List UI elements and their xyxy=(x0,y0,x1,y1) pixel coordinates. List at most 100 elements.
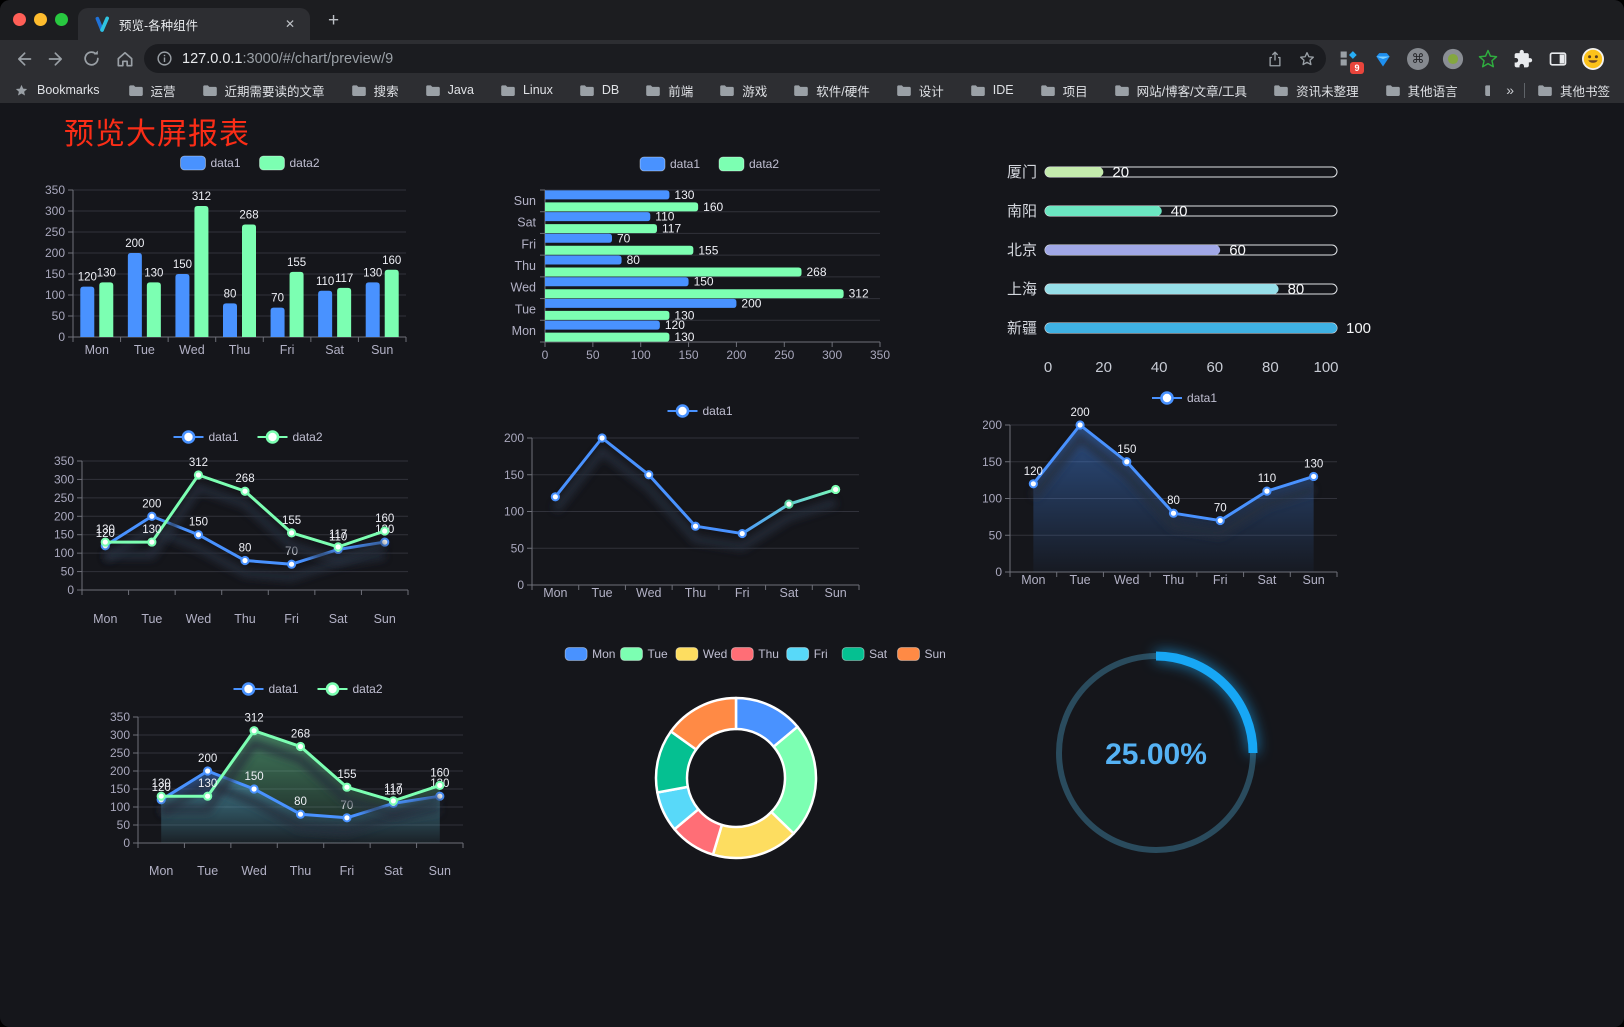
svg-text:150: 150 xyxy=(54,528,74,542)
window-zoom-button[interactable] xyxy=(55,13,68,26)
svg-text:20: 20 xyxy=(1112,164,1129,181)
svg-text:Sun: Sun xyxy=(514,194,536,208)
bookmark-label: DB xyxy=(601,83,620,97)
bookmark-folder[interactable]: 游戏 xyxy=(719,81,767,100)
svg-text:200: 200 xyxy=(741,296,761,310)
bookmark-folder[interactable]: 设计 xyxy=(896,81,944,100)
bookmarks-overflow-chevron[interactable]: » xyxy=(1506,82,1514,98)
bookmark-folder[interactable]: 运营 xyxy=(128,81,176,100)
svg-text:150: 150 xyxy=(983,455,1002,469)
svg-text:100: 100 xyxy=(631,348,651,362)
apps-grid-extension-icon[interactable]: 9 xyxy=(1336,47,1364,74)
svg-text:200: 200 xyxy=(142,498,161,510)
bookmark-folder[interactable]: Linux xyxy=(500,83,553,97)
browser-tab[interactable]: 预览-各种组件 ✕ xyxy=(78,8,310,40)
side-panel-icon[interactable] xyxy=(1546,47,1570,71)
bookmarks-root[interactable]: Bookmarks xyxy=(14,83,100,98)
bookmark-folder[interactable]: Java xyxy=(425,83,474,97)
green-star-extension-icon[interactable] xyxy=(1476,47,1500,71)
folder-icon xyxy=(1385,84,1400,96)
svg-text:40: 40 xyxy=(1171,203,1188,220)
site-info-icon[interactable] xyxy=(156,50,173,67)
browser-menu-icon[interactable]: ⋮ xyxy=(1616,47,1624,71)
svg-text:350: 350 xyxy=(870,348,890,362)
svg-text:160: 160 xyxy=(430,767,449,779)
svg-text:0: 0 xyxy=(995,565,1002,579)
svg-text:250: 250 xyxy=(110,746,130,760)
profile-avatar[interactable] xyxy=(1581,47,1605,71)
svg-text:200: 200 xyxy=(45,246,65,260)
command-extension-icon[interactable]: ⌘ xyxy=(1406,47,1430,71)
bookmark-folder[interactable]: IDE xyxy=(970,83,1014,97)
svg-text:Thu: Thu xyxy=(514,259,536,273)
svg-text:Sat: Sat xyxy=(780,586,799,600)
bookmark-folder[interactable]: 搜索 xyxy=(351,81,399,100)
svg-text:厦门: 厦门 xyxy=(1007,164,1037,181)
bookmark-folder[interactable]: PHP xyxy=(1484,83,1491,97)
address-bar[interactable]: 127.0.0.1:3000/#/chart/preview/9 xyxy=(144,44,1326,73)
svg-text:312: 312 xyxy=(849,287,869,301)
svg-text:130: 130 xyxy=(674,330,694,344)
reload-button[interactable] xyxy=(74,44,108,74)
window-minimize-button[interactable] xyxy=(34,13,47,26)
bookmark-folder[interactable]: 网站/博客/文章/工具 xyxy=(1114,81,1247,100)
url-text: 127.0.0.1:3000/#/chart/preview/9 xyxy=(182,50,394,67)
svg-text:268: 268 xyxy=(235,473,254,485)
svg-text:312: 312 xyxy=(189,457,208,469)
forward-button[interactable] xyxy=(40,44,74,74)
svg-text:Mon: Mon xyxy=(85,343,109,357)
back-button[interactable] xyxy=(6,44,40,74)
svg-text:155: 155 xyxy=(698,243,718,257)
svg-text:130: 130 xyxy=(97,267,116,279)
svg-text:100: 100 xyxy=(1346,320,1371,337)
svg-text:130: 130 xyxy=(674,308,694,322)
svg-text:120: 120 xyxy=(1024,466,1043,478)
svg-text:data1: data1 xyxy=(703,404,733,418)
folder-icon xyxy=(1040,84,1055,96)
puzzle-extensions-icon[interactable] xyxy=(1511,47,1535,71)
record-extension-icon[interactable] xyxy=(1441,47,1465,71)
svg-text:200: 200 xyxy=(54,509,74,523)
bookmark-folder[interactable]: DB xyxy=(579,83,619,97)
svg-text:Wed: Wed xyxy=(186,612,212,626)
bookmark-folder[interactable]: 软件/硬件 xyxy=(793,81,870,100)
svg-text:南阳: 南阳 xyxy=(1007,203,1037,220)
svg-text:Fri: Fri xyxy=(1213,573,1228,587)
svg-text:300: 300 xyxy=(822,348,842,362)
svg-text:data2: data2 xyxy=(290,156,320,170)
gem-extension-icon[interactable] xyxy=(1371,47,1395,71)
svg-text:50: 50 xyxy=(61,565,75,579)
svg-text:Mon: Mon xyxy=(512,324,536,338)
svg-text:50: 50 xyxy=(511,541,525,555)
window-close-button[interactable] xyxy=(13,13,26,26)
svg-text:300: 300 xyxy=(45,204,65,218)
site-favicon-icon xyxy=(94,16,111,33)
bookmark-folder[interactable]: 前端 xyxy=(645,81,693,100)
other-bookmarks-folder[interactable]: 其他书签 xyxy=(1537,81,1610,100)
new-tab-button[interactable]: + xyxy=(328,10,340,31)
svg-text:Wed: Wed xyxy=(703,647,727,661)
extension-badge: 9 xyxy=(1350,61,1364,74)
tab-close-icon[interactable]: ✕ xyxy=(284,17,295,31)
svg-text:100: 100 xyxy=(110,800,130,814)
svg-text:data1: data1 xyxy=(209,430,239,444)
bookmark-star-icon[interactable] xyxy=(1298,50,1316,68)
bookmark-folder[interactable]: 资讯未整理 xyxy=(1273,81,1359,100)
home-button[interactable] xyxy=(108,44,142,74)
other-bookmarks-label: 其他书签 xyxy=(1559,84,1610,99)
chart-grouped-bar: data1 data2 0 50 100 150 200 250 300 350 Mon Tue Wed… xyxy=(40,148,464,380)
svg-text:60: 60 xyxy=(1229,242,1246,259)
bookmark-folder[interactable]: 项目 xyxy=(1040,81,1088,100)
svg-text:Wed: Wed xyxy=(511,281,537,295)
bookmarks-divider xyxy=(1523,82,1525,98)
folder-icon xyxy=(720,84,735,96)
bookmark-folder[interactable]: 近期需要读的文章 xyxy=(202,81,325,100)
svg-text:130: 130 xyxy=(674,188,694,202)
share-icon[interactable] xyxy=(1266,50,1284,68)
bookmark-folder[interactable]: 其他语言 xyxy=(1385,81,1458,100)
chart-percent-gauge: 25.00% xyxy=(1032,631,1282,881)
svg-text:250: 250 xyxy=(45,225,65,239)
chart-weekday-donut: Mon Tue Wed Thu Fri Sat Sun xyxy=(555,638,955,896)
svg-text:150: 150 xyxy=(173,259,192,271)
bookmark-label: 网站/博客/文章/工具 xyxy=(1136,84,1248,99)
